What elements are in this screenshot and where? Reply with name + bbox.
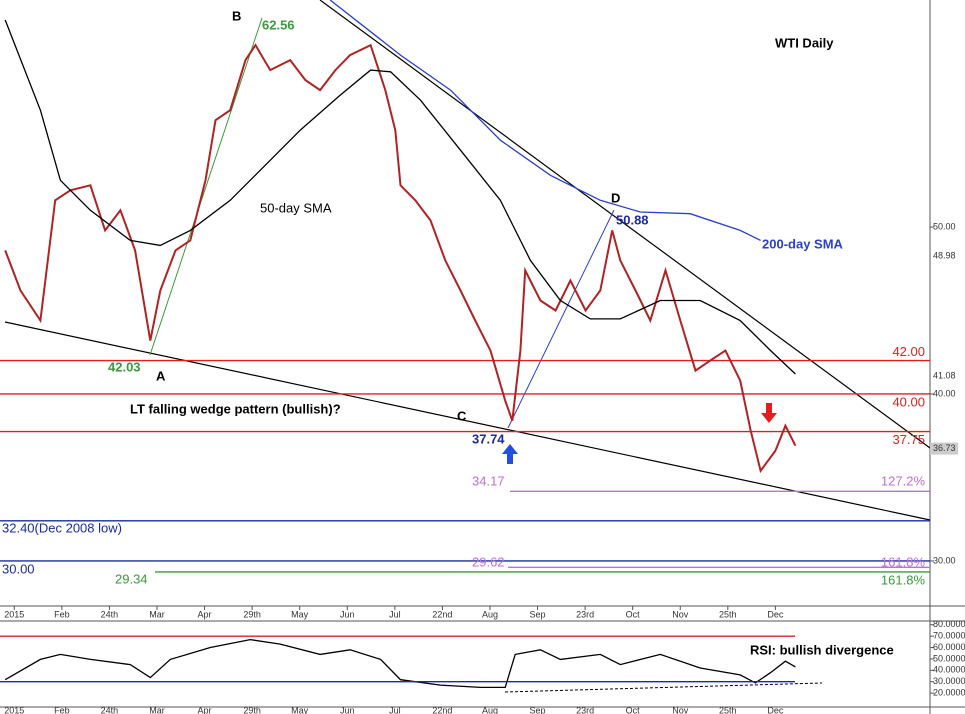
price-tag: 48.98: [933, 250, 956, 260]
series-line: [4, 638, 796, 689]
x-tick-label: 22nd: [432, 705, 452, 714]
y-tick-label: 50.0000: [933, 653, 965, 663]
x-tick-label: 22nd: [432, 609, 452, 619]
x-tick-label: May: [291, 705, 309, 714]
price-tag: 41.08: [933, 370, 956, 380]
x-tick-label: Jul: [389, 705, 401, 714]
x-tick-label: Mar: [149, 609, 165, 619]
x-tick-label: 25th: [719, 705, 737, 714]
series-line: [4, 43, 797, 474]
x-tick-label: Nov: [672, 609, 689, 619]
annotation: B: [232, 8, 241, 23]
x-tick-label: Nov: [672, 705, 689, 714]
annotation: 62.56: [262, 17, 295, 32]
y-tick-label: 20.0000: [933, 687, 965, 697]
level-name: 161.8%: [881, 572, 926, 587]
level-name: 127.2%: [881, 474, 926, 489]
y-tick-label: 30.00: [933, 555, 956, 565]
x-tick-label: Dec: [767, 609, 784, 619]
up-arrow: [502, 444, 518, 464]
y-tick-label: 50.00: [933, 221, 956, 231]
level-label: 30.00: [2, 561, 35, 576]
x-tick-label: 29th: [243, 705, 261, 714]
x-tick-label: Sep: [530, 705, 546, 714]
down-arrow: [761, 403, 777, 423]
level-label: 40.00: [892, 394, 925, 409]
annotation: 200-day SMA: [762, 236, 844, 251]
x-tick-label: Mar: [149, 705, 165, 714]
x-tick-label: 24th: [101, 609, 119, 619]
level-name: 161.8%: [881, 555, 926, 570]
x-tick-label: Jun: [340, 609, 355, 619]
y-tick-label: 30.0000: [933, 676, 965, 686]
level-label: 29.34: [115, 571, 148, 586]
x-tick-label: Aug: [482, 705, 498, 714]
annotation: D: [611, 190, 620, 205]
annotation: 42.03: [108, 359, 141, 374]
x-tick-label: 23rd: [576, 705, 594, 714]
x-tick-label: Jul: [389, 609, 401, 619]
level-label: 34.17: [472, 474, 505, 489]
x-tick-label: Dec: [767, 705, 784, 714]
series-line: [329, 0, 761, 241]
x-tick-label: 24th: [101, 705, 119, 714]
trend-line: [4, 321, 931, 521]
x-tick-label: Aug: [482, 609, 498, 619]
y-tick-label: 60.0000: [933, 642, 965, 652]
series-line: [4, 19, 796, 375]
chart-title: WTI Daily: [775, 35, 834, 50]
y-tick-label: 80.0000: [933, 619, 965, 629]
y-tick-label: 40.0000: [933, 665, 965, 675]
y-tick-label: 70.0000: [933, 631, 965, 641]
x-tick-label: 2015: [4, 609, 24, 619]
x-tick-label: 25th: [719, 609, 737, 619]
level-label: 29.62: [472, 555, 505, 570]
x-tick-label: 29th: [243, 609, 261, 619]
price-tag-box: [930, 442, 958, 455]
x-tick-label: Jun: [340, 705, 355, 714]
x-tick-label: 23rd: [576, 609, 594, 619]
x-tick-label: Apr: [198, 609, 212, 619]
x-tick-label: Oct: [626, 705, 641, 714]
x-tick-label: Sep: [530, 609, 546, 619]
annotation: LT falling wedge pattern (bullish)?: [130, 401, 341, 416]
level-label: 32.40(Dec 2008 low): [2, 520, 122, 535]
annotation: C: [457, 408, 467, 423]
annotation: 50-day SMA: [260, 200, 332, 215]
price-tag: 36.73: [933, 443, 956, 453]
x-tick-label: May: [291, 609, 309, 619]
annotation: A: [156, 368, 166, 383]
level-label: 37.75: [892, 432, 925, 447]
annotation: 50.88: [616, 212, 649, 227]
x-tick-label: Feb: [54, 705, 70, 714]
x-tick-label: 2015: [4, 705, 24, 714]
x-tick-label: Apr: [198, 705, 212, 714]
x-tick-label: Oct: [626, 609, 641, 619]
rsi-title: RSI: bullish divergence: [750, 642, 894, 657]
y-tick-label: 40.00: [933, 388, 956, 398]
pattern-leg: [507, 209, 615, 429]
divergence-line: [504, 682, 823, 693]
x-tick-label: Feb: [54, 609, 70, 619]
pattern-leg: [149, 17, 263, 356]
annotation: 37.74: [472, 431, 505, 446]
level-label: 42.00: [892, 344, 925, 359]
trend-line: [319, 0, 931, 449]
